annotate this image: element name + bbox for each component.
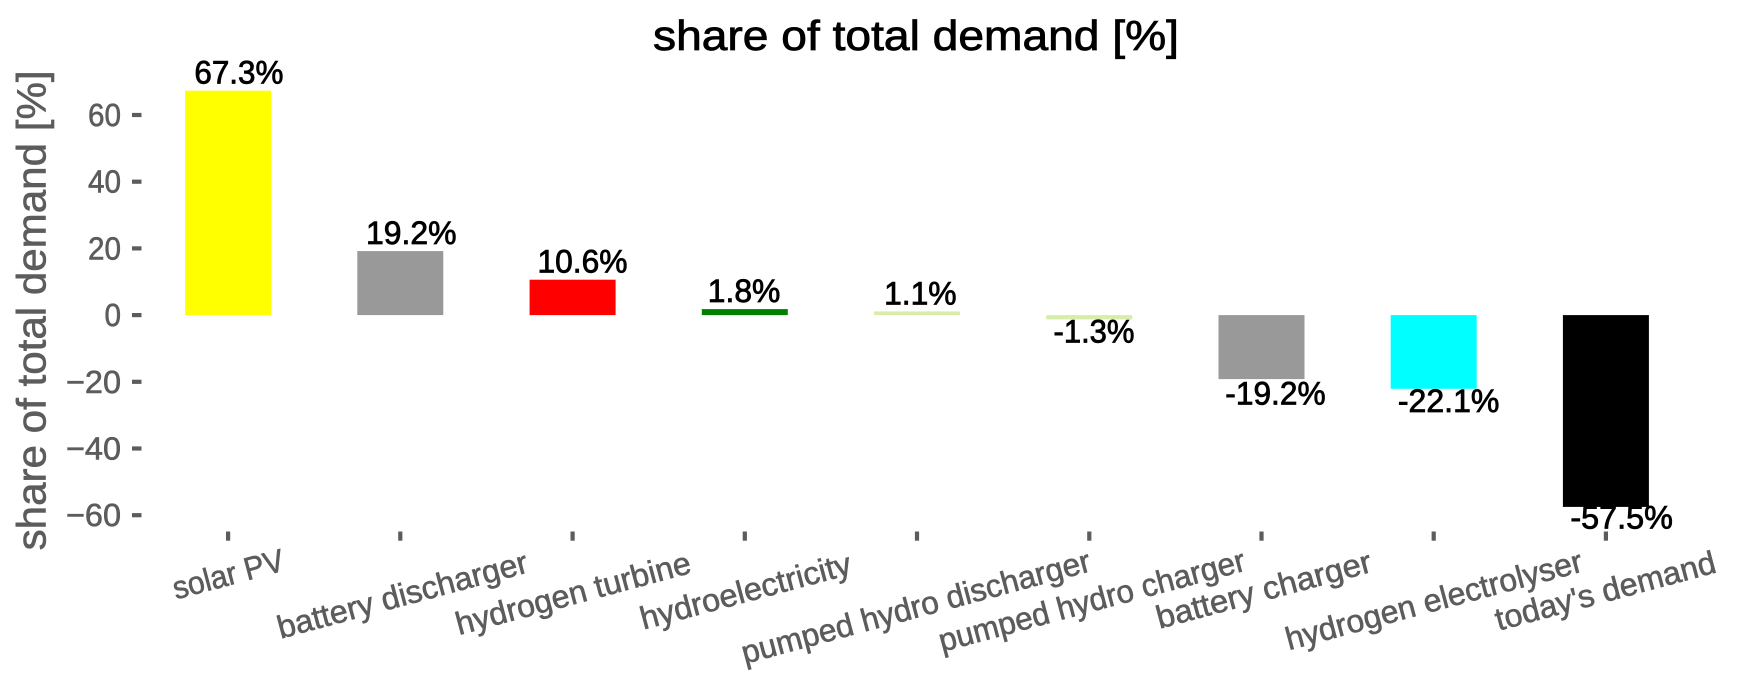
svg-text:-57.5%: -57.5%	[1570, 500, 1673, 536]
svg-text:−20: −20	[66, 364, 121, 400]
svg-text:−40: −40	[66, 431, 121, 467]
svg-text:10.6%: 10.6%	[538, 244, 628, 280]
svg-text:1.1%: 1.1%	[884, 275, 957, 311]
svg-text:1.8%: 1.8%	[708, 273, 781, 309]
svg-text:-1.3%: -1.3%	[1054, 313, 1135, 349]
svg-text:-22.1%: -22.1%	[1398, 383, 1500, 419]
svg-text:20: 20	[88, 230, 121, 266]
svg-text:-19.2%: -19.2%	[1225, 376, 1325, 412]
svg-text:−60: −60	[66, 497, 121, 533]
svg-text:share of total demand [%]: share of total demand [%]	[9, 70, 55, 550]
svg-text:67.3%: 67.3%	[194, 55, 283, 91]
svg-text:60: 60	[88, 97, 121, 133]
svg-text:40: 40	[88, 164, 121, 200]
svg-text:0: 0	[105, 297, 122, 333]
svg-text:share of total demand [%]: share of total demand [%]	[653, 12, 1179, 59]
svg-text:19.2%: 19.2%	[366, 215, 457, 251]
